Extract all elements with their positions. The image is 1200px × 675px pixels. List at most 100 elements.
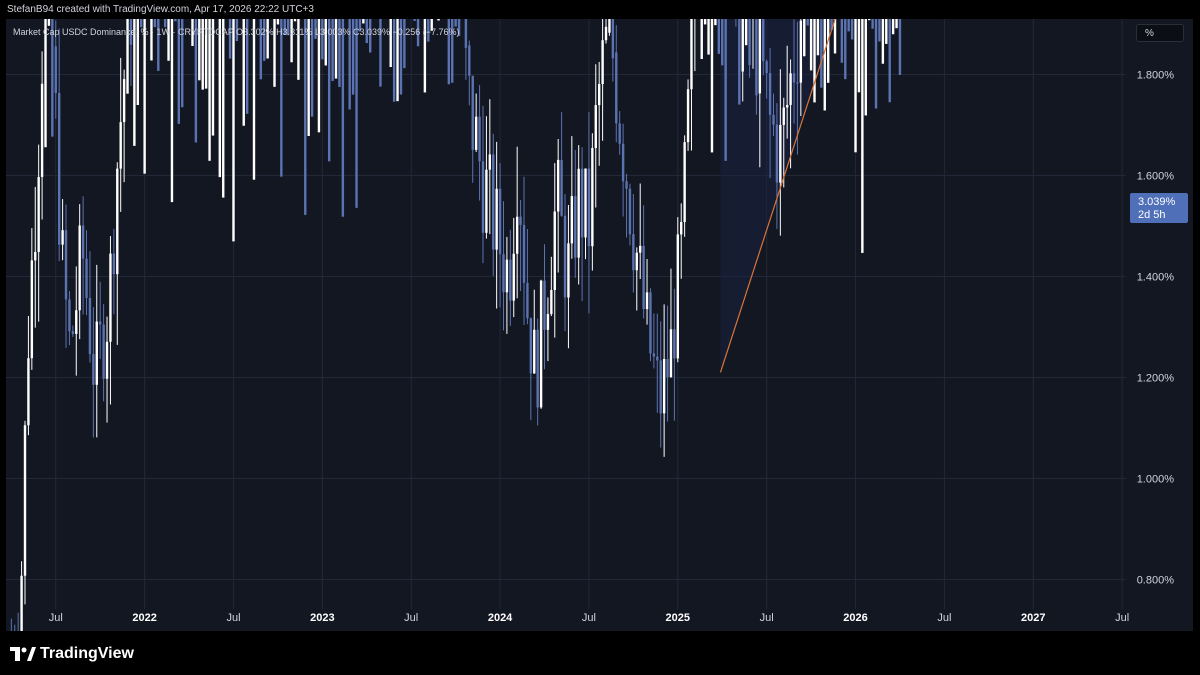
x-tick-label: Jul: [404, 612, 418, 624]
candle-body: [310, 19, 314, 117]
candle-body: [669, 329, 673, 378]
candle-body: [854, 19, 857, 153]
candle-body: [563, 215, 567, 298]
candle-body: [430, 19, 433, 31]
candle-body: [584, 168, 587, 238]
candle-body: [447, 19, 451, 85]
candle-body: [724, 19, 727, 161]
last-price-value: 3.039%: [1138, 196, 1176, 208]
percent-scale-button[interactable]: %: [1136, 24, 1184, 42]
candle-body: [844, 19, 847, 80]
x-tick-label: 2026: [843, 612, 867, 624]
tradingview-logo-icon: [10, 647, 36, 661]
candle-body: [881, 19, 885, 64]
candle-body: [474, 116, 478, 150]
candle-body: [895, 19, 898, 29]
candle-body: [758, 19, 762, 94]
candle-body: [615, 52, 618, 124]
y-tick-label: 1.400%: [1137, 272, 1175, 284]
candle-body: [857, 19, 861, 93]
chart-panel[interactable]: 0.6180.65 0.800%1.000%1.200%1.400%1.600%…: [6, 19, 1193, 631]
candle-body: [88, 297, 92, 355]
candle-body: [601, 40, 604, 85]
candle-body: [208, 19, 211, 161]
candle-body: [782, 107, 785, 125]
bar-countdown: 2d 5h: [1138, 209, 1166, 221]
candle-body: [710, 19, 714, 153]
candle-body: [98, 321, 102, 325]
candle-body: [194, 19, 198, 143]
candle-body: [321, 19, 324, 60]
candle-body: [891, 19, 895, 35]
candle-body: [327, 19, 331, 162]
candle-body: [198, 19, 201, 81]
candle-body: [362, 19, 365, 24]
candle-body: [505, 259, 509, 293]
x-tick-label: Jul: [937, 612, 951, 624]
candle-body: [286, 19, 290, 36]
candle-body: [826, 19, 830, 83]
candle-body: [536, 329, 539, 408]
candle-body: [597, 84, 601, 106]
candle-body: [119, 122, 122, 169]
candle-body: [823, 19, 826, 111]
candle-body: [690, 19, 693, 90]
candle-body: [392, 19, 396, 102]
candle-body: [850, 19, 854, 40]
candle-body: [594, 105, 597, 149]
symbol-legend: Market Cap USDC Dominance, % · 1W · CRYP…: [13, 27, 460, 37]
candle-body: [673, 329, 676, 359]
x-tick-label: Jul: [1115, 612, 1129, 624]
x-tick-label: 2025: [666, 612, 690, 624]
candle-body: [34, 251, 37, 261]
candle-body: [833, 19, 837, 54]
candle-body: [170, 19, 174, 203]
candle-body: [136, 19, 139, 106]
candle-body: [714, 19, 717, 26]
candle-body: [290, 19, 293, 63]
candle-body: [792, 73, 796, 83]
candle-body: [707, 19, 710, 55]
candle-body: [54, 46, 57, 94]
candle-body: [334, 19, 338, 79]
candle-body: [280, 19, 283, 177]
candle-body: [700, 19, 703, 60]
candle-body: [153, 19, 157, 28]
candle-body: [283, 19, 286, 35]
candle-body: [611, 19, 615, 59]
candle-body: [27, 358, 30, 426]
candle-body: [864, 19, 867, 116]
x-tick-label: 2024: [488, 612, 513, 624]
candle-body: [177, 19, 181, 124]
candle-body: [539, 280, 543, 408]
candle-body: [416, 19, 420, 47]
candle-body: [47, 19, 51, 26]
candle-body: [676, 234, 680, 359]
candle-body: [297, 19, 300, 80]
candle-body: [75, 310, 78, 334]
tradingview-logo-text: TradingView: [40, 645, 134, 662]
candle-body: [68, 299, 71, 332]
y-tick-label: 1.000%: [1137, 474, 1175, 486]
y-tick-label: 0.800%: [1137, 575, 1175, 587]
candle-body: [662, 359, 666, 414]
candle-body: [355, 19, 358, 208]
candle-body: [639, 245, 642, 253]
candle-body: [167, 19, 170, 61]
candle-body: [222, 19, 225, 198]
trend-lines: [719, 19, 836, 373]
candle-body: [471, 75, 474, 150]
tradingview-logo[interactable]: TradingView: [10, 644, 134, 664]
candle-body: [509, 259, 512, 301]
price-chart[interactable]: 0.6180.65 0.800%1.000%1.200%1.400%1.600%…: [6, 19, 1193, 631]
candle-body: [40, 83, 44, 177]
candle-body: [413, 19, 416, 21]
x-axis: Jul 2022 Jul 2023 Jul 2024 Jul 2025 Jul 2026 Jul 20…: [49, 612, 1129, 624]
candle-body: [621, 143, 625, 182]
x-tick-label: Jul: [49, 612, 63, 624]
candle-body: [604, 26, 608, 41]
candle-body: [57, 93, 61, 245]
candle-body: [304, 19, 307, 215]
candle-body: [867, 19, 871, 21]
